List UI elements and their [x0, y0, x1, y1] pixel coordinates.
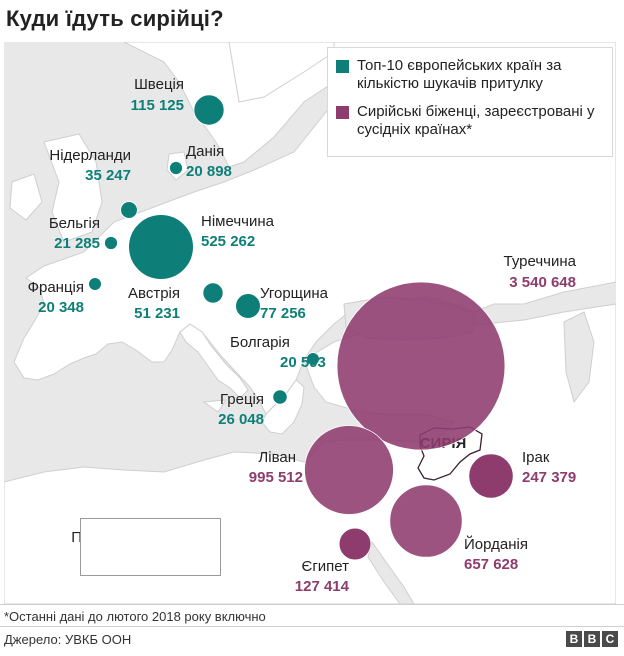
legend-item-europe: Топ-10 європейських країн за кількістю ш…	[336, 57, 607, 93]
bubble-iraq	[468, 453, 514, 499]
legend-europe-label: Топ-10 європейських країн за кількістю ш…	[357, 57, 562, 92]
label-value-iraq: 247 379	[522, 469, 576, 486]
bubble-netherlands	[120, 201, 138, 219]
legend: Топ-10 європейських країн за кількістю ш…	[327, 47, 613, 157]
label-value-jordan: 657 628	[464, 556, 518, 573]
label-value-bulgaria: 20 593	[280, 354, 326, 371]
bubble-lebanon	[304, 425, 394, 515]
legend-item-neighbors: Сирійські біженці, зареєстровані у сусід…	[336, 103, 597, 139]
bubble-austria	[202, 282, 224, 304]
legend-neighbors-label: Сирійські біженці, зареєстровані у сусід…	[357, 103, 595, 138]
label-name-jordan: Йорданія	[464, 535, 528, 553]
bubble-bulgaria	[306, 352, 320, 366]
source-text: Джерело: УВКБ ООН	[4, 632, 132, 647]
logo-letter: B	[584, 631, 600, 647]
label-value-turkey: 3 540 648	[509, 274, 576, 291]
label-name-netherlands: Нідерланди	[49, 147, 131, 164]
label-name-turkey: Туреччина	[504, 253, 577, 270]
footnote: *Останні дані до лютого 2018 року включн…	[4, 609, 266, 624]
label-value-lebanon: 995 512	[249, 469, 303, 486]
label-value-egypt: 127 414	[295, 578, 350, 595]
bubble-france	[88, 277, 102, 291]
bubble-layer: Швеція 115 125 Данія 20 898 Нідерланди 35 247…	[28, 76, 577, 595]
bubble-greece	[272, 389, 288, 405]
label-name-germany: Німеччина	[201, 213, 275, 230]
label-value-greece: 26 048	[218, 411, 264, 428]
bubble-belgium	[104, 236, 118, 250]
label-value-denmark: 20 898	[186, 163, 232, 180]
label-value-belgium: 21 285	[54, 235, 100, 252]
bubble-denmark	[169, 161, 183, 175]
footer-divider-top	[0, 604, 624, 605]
logo-letter: C	[602, 631, 618, 647]
label-name-hungary: Угорщина	[260, 285, 329, 302]
map-title: Куди їдуть сирійці?	[6, 6, 224, 31]
footer-divider-bottom	[0, 626, 624, 627]
logo-letter: B	[566, 631, 582, 647]
europe-swatch	[336, 60, 349, 73]
label-value-austria: 51 231	[134, 305, 180, 322]
label-name-belgium: Бельгія	[49, 215, 100, 232]
label-name-bulgaria: Болгарія	[230, 334, 290, 351]
label-name-greece: Греція	[220, 391, 264, 408]
neighbors-swatch	[336, 106, 349, 119]
label-value-sweden: 115 125	[131, 97, 184, 114]
label-name-lebanon: Ліван	[258, 449, 296, 466]
label-value-germany: 525 262	[201, 233, 255, 250]
bubble-germany	[128, 214, 194, 280]
bbc-logo: B B C	[566, 631, 618, 647]
label-value-hungary: 77 256	[260, 305, 306, 322]
label-name-egypt: Єгипет	[302, 558, 350, 575]
label-value-netherlands: 35 247	[85, 167, 131, 184]
north-africa-callout	[80, 518, 221, 576]
label-name-austria: Австрія	[128, 285, 180, 302]
label-name-sweden: Швеція	[134, 76, 184, 93]
label-name-iraq: Ірак	[522, 449, 550, 466]
bubble-sweden	[193, 94, 225, 126]
bubble-egypt	[338, 527, 372, 561]
bubble-turkey	[336, 281, 506, 451]
label-name-denmark: Данія	[186, 143, 224, 160]
bubble-hungary	[235, 293, 261, 319]
bubble-jordan	[389, 484, 463, 558]
label-value-france: 20 348	[38, 299, 84, 316]
label-name-france: Франція	[28, 279, 84, 296]
